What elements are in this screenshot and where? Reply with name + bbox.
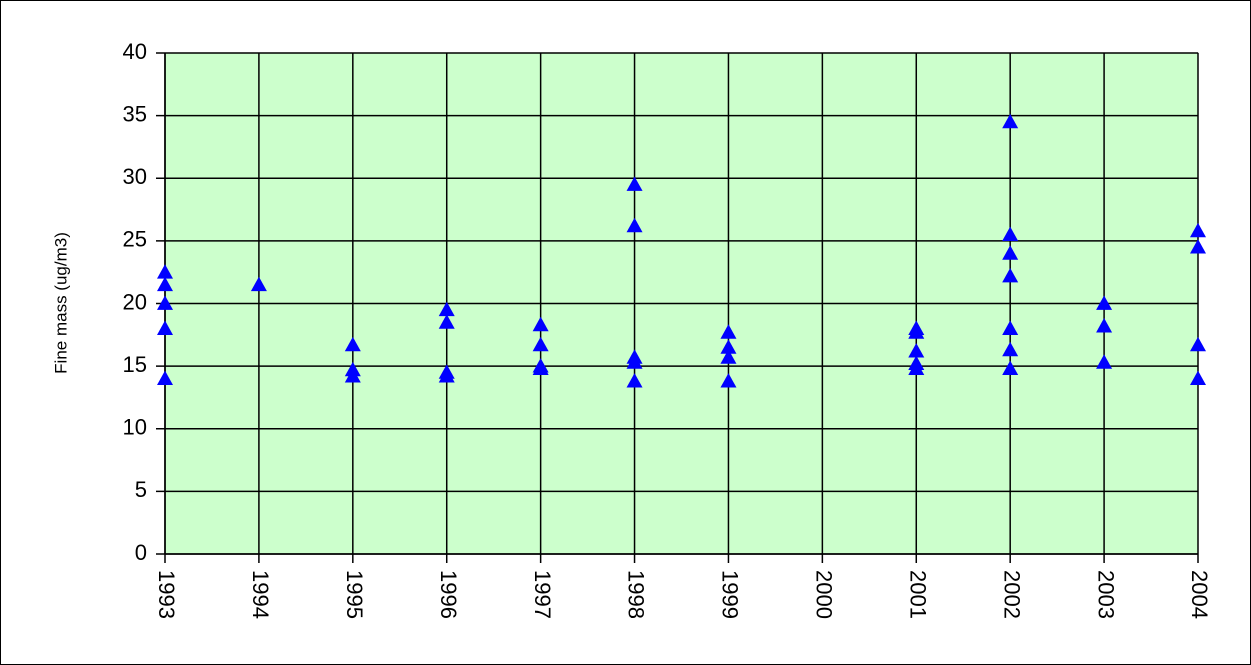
x-tick-label: 2000 xyxy=(812,570,837,619)
x-tick-label: 1994 xyxy=(248,570,273,619)
point xyxy=(626,354,643,369)
point xyxy=(720,349,737,364)
point xyxy=(438,368,455,383)
point xyxy=(532,360,549,376)
y-tick-label: 40 xyxy=(123,39,147,64)
y-tick-label: 5 xyxy=(135,477,147,502)
point xyxy=(1190,370,1206,386)
point xyxy=(1002,360,1019,376)
y-tick-label: 0 xyxy=(135,540,147,565)
point xyxy=(532,316,549,332)
point xyxy=(908,360,925,376)
point xyxy=(344,336,361,352)
y-tick-label: 10 xyxy=(123,415,147,440)
point xyxy=(1002,267,1019,283)
point xyxy=(1002,341,1019,357)
point xyxy=(1190,239,1206,254)
y-tick-label: 20 xyxy=(123,289,147,314)
point xyxy=(1002,245,1019,260)
y-tick-label: 30 xyxy=(123,164,147,189)
point xyxy=(532,336,549,352)
point xyxy=(1096,354,1113,369)
point xyxy=(250,276,267,292)
x-tick-label: 1995 xyxy=(342,570,367,619)
point xyxy=(157,295,173,310)
x-tick-label: 1999 xyxy=(718,570,743,619)
x-tick-label: 1998 xyxy=(624,570,649,619)
x-tick-label: 1996 xyxy=(436,570,461,619)
x-tick-label: 1997 xyxy=(530,570,555,619)
y-tick-label: 15 xyxy=(123,352,147,377)
point xyxy=(157,370,173,386)
x-tick-label: 1993 xyxy=(154,570,179,619)
point xyxy=(438,314,455,329)
point xyxy=(157,276,173,292)
y-axis-title: Fine mass (ug/m3) xyxy=(51,232,70,374)
point xyxy=(157,264,173,279)
x-tick-label: 2004 xyxy=(1187,570,1212,619)
point xyxy=(1190,336,1206,352)
point xyxy=(1002,226,1019,242)
point xyxy=(626,176,643,191)
point xyxy=(1002,113,1019,129)
point xyxy=(908,324,925,339)
point xyxy=(908,343,925,358)
point xyxy=(1190,222,1206,238)
point xyxy=(720,324,737,339)
point xyxy=(344,368,361,383)
y-tick-label: 25 xyxy=(123,227,147,252)
point xyxy=(720,339,737,354)
point xyxy=(157,320,173,335)
point xyxy=(1002,320,1019,335)
point xyxy=(626,217,643,233)
x-tick-label: 2003 xyxy=(1093,570,1118,619)
point xyxy=(438,301,455,317)
point xyxy=(626,373,643,388)
x-tick-label: 2001 xyxy=(905,570,930,619)
point xyxy=(1096,318,1113,333)
y-tick-label: 35 xyxy=(123,101,147,126)
x-tick-label: 2002 xyxy=(999,570,1024,619)
point xyxy=(1096,295,1113,310)
point xyxy=(720,373,737,388)
